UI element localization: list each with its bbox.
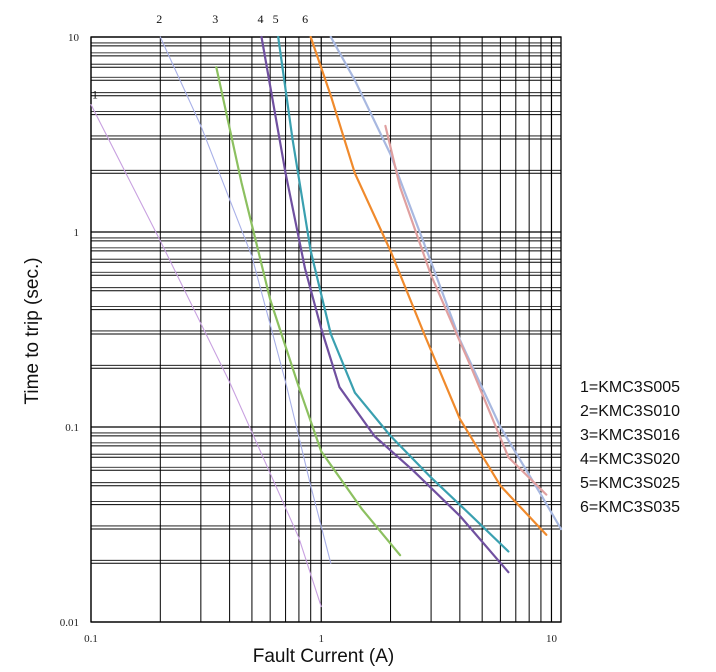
- curve-label: 2: [156, 12, 162, 26]
- axis-ticks: 0.1 1 10 10 1 0.1 0.01: [60, 32, 558, 645]
- x-tick-label: 10: [546, 633, 558, 645]
- y-tick-label: 0.01: [60, 617, 79, 629]
- y-tick-label: 1: [74, 227, 80, 239]
- curve-label: 4: [257, 12, 263, 26]
- trip-curve: [277, 35, 510, 553]
- plot-frame: [90, 36, 562, 623]
- trip-curve: [384, 124, 548, 496]
- y-tick-label: 10: [68, 32, 80, 44]
- curve-label: 5: [273, 12, 279, 26]
- curve-labels: 2 3 4 5 6 1: [92, 12, 308, 102]
- trip-curve: [329, 35, 563, 531]
- x-tick-label: 1: [318, 633, 324, 645]
- legend-item: 4=KMC3S020: [580, 451, 681, 468]
- y-tick-label: 0.1: [65, 422, 79, 434]
- trip-curve: [90, 104, 322, 608]
- trip-curve: [215, 66, 402, 557]
- curve-label: 3: [212, 12, 218, 26]
- y-axis-label: Time to trip (sec.): [22, 257, 43, 404]
- legend-item: 3=KMC3S016: [580, 427, 681, 444]
- legend: 1=KMC3S005 2=KMC3S010 3=KMC3S016 4=KMC3S…: [580, 376, 680, 520]
- legend-item: 1=KMC3S005: [580, 379, 681, 396]
- curve-label: 1: [92, 88, 98, 102]
- trip-curve: [159, 36, 332, 564]
- x-axis-label: Fault Current (A): [252, 646, 395, 667]
- trip-curve: [260, 35, 510, 574]
- grid-lines: [90, 36, 562, 623]
- legend-item: 6=KMC3S035: [580, 499, 681, 516]
- legend-item: 5=KMC3S025: [580, 475, 681, 492]
- x-tick-label: 0.1: [84, 633, 98, 645]
- curve-label: 6: [302, 12, 308, 26]
- trip-curves: [90, 35, 563, 608]
- legend-item: 2=KMC3S010: [580, 403, 681, 420]
- trip-curve: [309, 35, 548, 536]
